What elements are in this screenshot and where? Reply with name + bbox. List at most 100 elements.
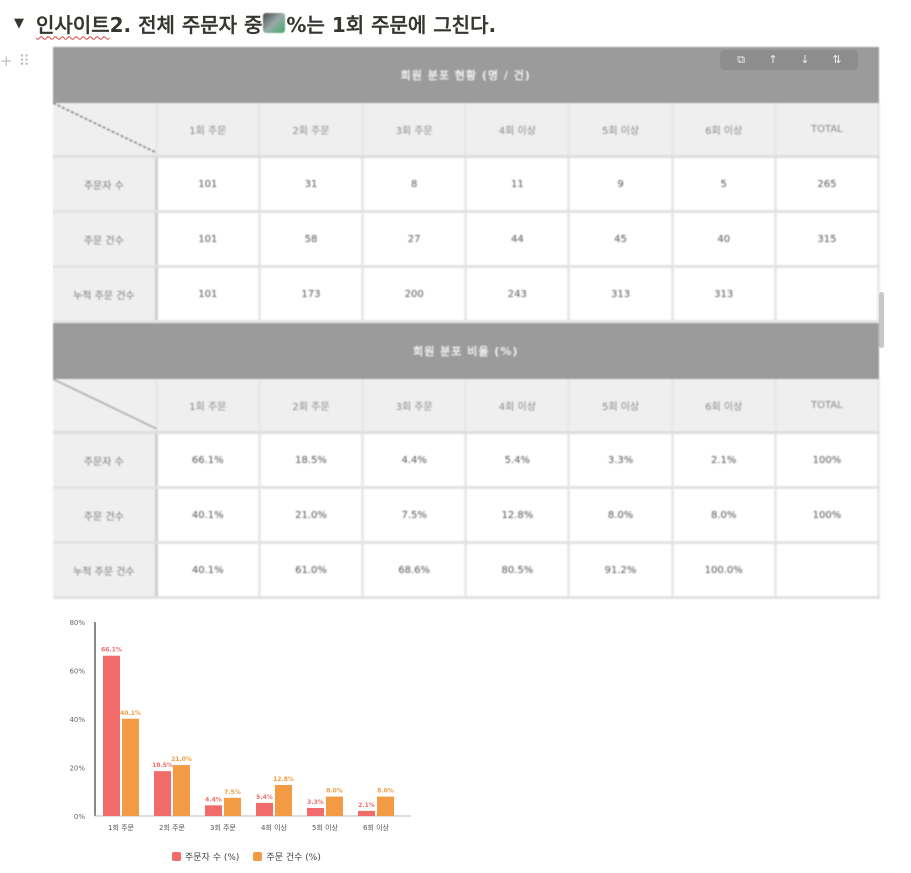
table-cell[interactable]: 31 — [259, 156, 365, 213]
data-label: 4.4% — [205, 796, 222, 803]
toggle-arrow-icon[interactable]: ▼ — [14, 15, 24, 31]
table-toolbar: ⧉ ↑ ↓ ⇅ — [720, 50, 858, 70]
data-label: 21.0% — [171, 756, 192, 763]
data-label: 40.1% — [120, 710, 141, 717]
legend-swatch — [253, 852, 263, 861]
corner-cell — [53, 103, 158, 158]
table-cell[interactable] — [775, 542, 881, 599]
copy-icon[interactable]: ⧉ — [737, 53, 745, 66]
table-cell[interactable]: 21.0% — [259, 487, 365, 544]
table-cell[interactable]: 61.0% — [259, 542, 365, 599]
table-cell[interactable]: 243 — [465, 266, 571, 323]
legend-item[interactable]: 주문자 수 (%) — [172, 850, 239, 863]
data-label: 18.5% — [152, 762, 173, 769]
data-label: 3.3% — [307, 799, 324, 806]
table-cell[interactable]: 40.1% — [156, 487, 261, 544]
chart-bar — [307, 807, 324, 816]
table-cell[interactable]: 101 — [156, 211, 261, 268]
table-cell[interactable]: 173 — [259, 266, 365, 323]
column-header: 6회 이상 — [672, 379, 777, 434]
table-cell[interactable]: 2.1% — [672, 432, 777, 489]
table-cell[interactable]: 8.0% — [672, 487, 777, 544]
sort-icon[interactable]: ⇅ — [832, 53, 842, 66]
y-tick-label: 20% — [69, 765, 85, 773]
chart-bar — [205, 805, 222, 816]
row-label: 누적 주문 건수 — [53, 542, 158, 599]
chart-bar — [326, 796, 343, 816]
table-cell[interactable]: 101 — [156, 266, 261, 323]
chart-bar — [377, 796, 394, 816]
table-cell[interactable]: 40.1% — [156, 542, 261, 599]
table-cell[interactable]: 44 — [465, 211, 571, 268]
chart-bar — [122, 718, 139, 816]
table-cell[interactable]: 40 — [672, 211, 777, 268]
table-cell[interactable]: 5 — [672, 156, 777, 213]
table-cell[interactable]: 8.0% — [568, 487, 674, 544]
column-header: 5회 이상 — [568, 103, 674, 158]
table-cell[interactable]: 315 — [775, 211, 881, 268]
data-label: 2.1% — [358, 802, 375, 809]
y-tick-label: 40% — [69, 716, 85, 724]
heading-text-part1: 2. 전체 주문자 중 — [109, 12, 263, 37]
table-cell[interactable]: 91.2% — [568, 542, 674, 599]
table-cell[interactable]: 9 — [568, 156, 674, 213]
column-header: 4회 이상 — [465, 379, 571, 434]
move-up-icon[interactable]: ↑ — [768, 53, 778, 66]
chart-bar — [103, 655, 120, 816]
chart-bar — [224, 797, 241, 816]
table-cell[interactable]: 313 — [672, 266, 777, 323]
table-cell[interactable]: 7.5% — [362, 487, 468, 544]
y-tick-label: 0% — [74, 813, 85, 821]
x-tick-label: 3회 주문 — [210, 824, 237, 832]
table-cell[interactable]: 58 — [259, 211, 365, 268]
table-cell[interactable]: 27 — [362, 211, 468, 268]
row-label: 주문 건수 — [53, 211, 158, 268]
x-tick-label: 4회 이상 — [261, 823, 288, 832]
table-cell[interactable]: 3.3% — [568, 432, 674, 489]
table-cell[interactable]: 101 — [156, 156, 261, 213]
table-cell[interactable]: 80.5% — [465, 542, 571, 599]
member-ratio-table: 회원 분포 비율 (%) 1회 주문 2회 주문 3회 주문 4회 이상 5회 … — [53, 323, 881, 599]
table-cell[interactable]: 45 — [568, 211, 674, 268]
table-cell[interactable]: 8 — [362, 156, 468, 213]
table-cell[interactable]: 313 — [568, 266, 674, 323]
percent-image-icon — [263, 13, 286, 33]
block-gutter: + ⠿ — [0, 52, 30, 70]
chart-bar — [358, 810, 375, 816]
table-cell[interactable] — [775, 266, 881, 323]
move-down-icon[interactable]: ↓ — [800, 53, 810, 66]
row-label: 누적 주문 건수 — [53, 266, 158, 323]
column-header: TOTAL — [775, 103, 881, 158]
section-heading: ▼ 인사이트 2. 전체 주문자 중 %는 1회 주문에 그친다. — [14, 6, 496, 40]
row-label: 주문 건수 — [53, 487, 158, 544]
table-cell[interactable]: 200 — [362, 266, 468, 323]
legend-swatch — [172, 852, 181, 861]
distribution-bar-chart: 0% 20% 40% 60% 80% 66.1% 40.1% 1회 주문 18.5%21.0% 2… — [69, 619, 411, 832]
heading-text-part2: %는 1회 주문에 그친다. — [286, 12, 497, 37]
add-block-icon[interactable]: + — [0, 52, 13, 70]
table-cell[interactable]: 100% — [775, 487, 881, 544]
table-cell[interactable]: 265 — [775, 156, 881, 213]
column-header: TOTAL — [775, 379, 881, 434]
table-cell[interactable]: 68.6% — [362, 542, 468, 599]
table-cell[interactable]: 66.1% — [156, 432, 261, 489]
x-tick-label: 1회 주문 — [108, 824, 135, 832]
table-cell[interactable]: 11 — [465, 156, 571, 213]
chart-bar — [275, 784, 292, 816]
column-header: 2회 주문 — [259, 103, 365, 158]
table-cell[interactable]: 4.4% — [362, 432, 468, 489]
legend-item[interactable]: 주문 건수 (%) — [253, 850, 321, 863]
drag-handle-icon[interactable]: ⠿ — [18, 52, 30, 70]
table-cell[interactable]: 100.0% — [672, 542, 777, 599]
row-label: 주문자 수 — [53, 432, 158, 489]
legend-label: 주문자 수 (%) — [185, 853, 240, 863]
row-label: 주문자 수 — [53, 156, 158, 213]
data-label: 8.0% — [377, 788, 394, 795]
x-tick-label: 2회 주문 — [159, 824, 186, 832]
table-cell[interactable]: 100% — [775, 432, 881, 489]
scrollbar-thumb[interactable] — [879, 292, 884, 348]
x-tick-label: 6회 이상 — [363, 823, 390, 832]
table-cell[interactable]: 18.5% — [259, 432, 365, 489]
table-cell[interactable]: 12.8% — [465, 487, 571, 544]
table-cell[interactable]: 5.4% — [465, 432, 571, 489]
